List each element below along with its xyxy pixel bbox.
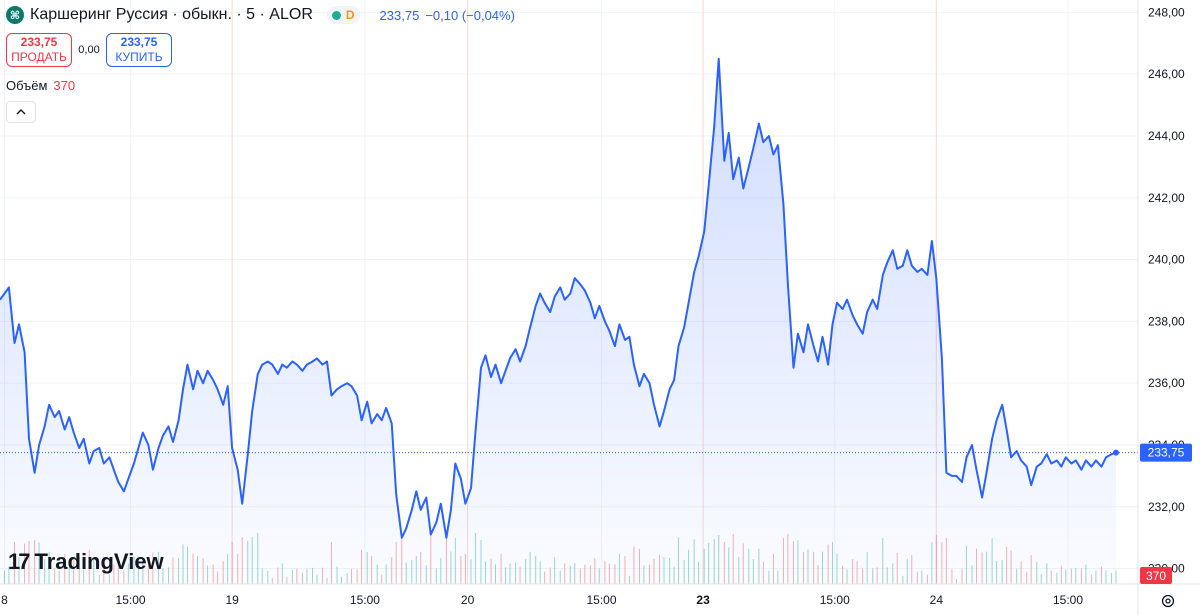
symbol-title[interactable]: Каршеринг Руссия · обыкн. · 5 · ALOR: [30, 6, 313, 23]
x-tick-label: 15:00: [350, 593, 380, 607]
volume-marker-label: 370: [1146, 569, 1166, 583]
x-tick-label: 23: [696, 593, 710, 607]
y-tick-label: 244,00: [1148, 129, 1185, 143]
chart-header: ⌘ Каршеринг Руссия · обыкн. · 5 · ALOR D…: [6, 6, 515, 24]
x-tick-label: 15:00: [1053, 593, 1083, 607]
tradingview-mark-icon: 17: [8, 549, 31, 574]
current-price-marker: [1140, 443, 1192, 462]
x-tick-label: 15:00: [820, 593, 850, 607]
delayed-data-badge: D: [345, 8, 355, 22]
time-axis[interactable]: 8 15:00 19 15:00 20 15:00 23 15:00 24 15:00: [1, 593, 1083, 607]
tradingview-wordmark: TradingView: [34, 549, 164, 574]
price-axis[interactable]: 230,00232,00234,00236,00238,00240,00242,…: [1148, 5, 1185, 575]
y-tick-label: 238,00: [1148, 314, 1185, 328]
last-point-dot: [1113, 449, 1119, 456]
x-tick-label: 24: [930, 593, 944, 607]
buy-price: 233,75: [120, 35, 158, 49]
collapse-legend-button[interactable]: [6, 101, 36, 123]
x-tick-label: 15:00: [116, 593, 146, 607]
sell-label: ПРОДАТЬ: [11, 50, 67, 64]
x-tick-label: 20: [461, 593, 475, 607]
y-tick-label: 240,00: [1148, 253, 1185, 267]
volume-legend[interactable]: Объём 370: [6, 78, 75, 93]
y-tick-label: 232,00: [1148, 500, 1185, 514]
volume-marker: [1140, 567, 1172, 584]
x-tick-label: 19: [225, 593, 239, 607]
buy-label: КУПИТЬ: [115, 50, 163, 64]
volume-value: 370: [53, 78, 76, 93]
buy-button[interactable]: 233,75 КУПИТЬ: [106, 33, 172, 67]
price-line: [0, 57, 1117, 539]
trade-panel: 233,75 ПРОДАТЬ 0,00 233,75 КУПИТЬ: [6, 33, 172, 67]
x-tick-label: 8: [1, 593, 8, 607]
y-tick-label: 242,00: [1148, 191, 1185, 205]
market-status-pills[interactable]: D: [326, 6, 360, 24]
chevron-up-icon: [16, 109, 26, 115]
chart-settings-button[interactable]: [1158, 591, 1178, 611]
sell-price: 233,75: [20, 35, 58, 49]
gear-icon: [1161, 594, 1175, 608]
carsharing-logo-icon: ⌘: [6, 6, 24, 24]
spread-value: 0,00: [78, 44, 100, 56]
y-tick-label: 248,00: [1148, 5, 1185, 19]
last-price: 233,75: [379, 7, 420, 23]
current-price-label: 233,75: [1148, 446, 1185, 460]
y-tick-label: 246,00: [1148, 67, 1185, 81]
price-change: −0,10 (−0,04%): [425, 7, 515, 23]
x-tick-label: 15:00: [587, 593, 617, 607]
sell-button[interactable]: 233,75 ПРОДАТЬ: [6, 33, 72, 67]
axis-markers: 233,75 370: [1113, 443, 1192, 584]
market-open-icon: [331, 10, 341, 20]
tradingview-logo[interactable]: 17 TradingView: [8, 549, 164, 575]
y-tick-label: 236,00: [1148, 376, 1185, 390]
volume-label: Объём: [6, 78, 48, 93]
